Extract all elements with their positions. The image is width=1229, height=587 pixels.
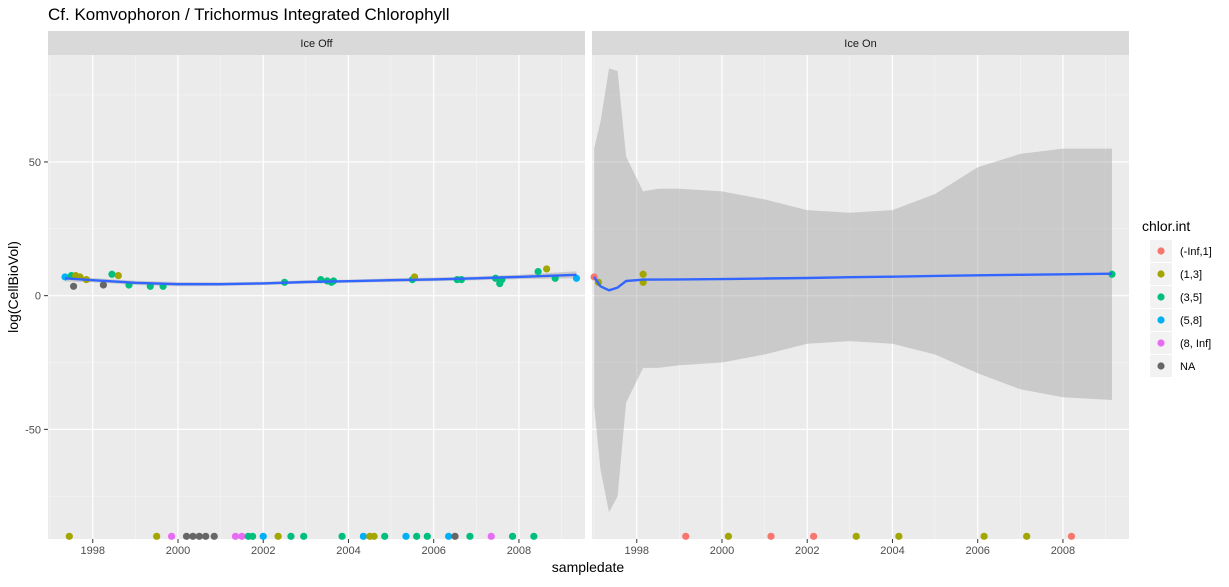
x-axis-title: sampledate — [552, 559, 625, 575]
y-tick-label: -50 — [25, 424, 41, 436]
data-point — [231, 532, 240, 540]
data-point — [381, 532, 389, 540]
data-point — [287, 532, 295, 540]
legend-symbol — [1157, 339, 1165, 347]
legend-title: chlor.int — [1142, 218, 1190, 234]
data-point — [413, 532, 421, 540]
data-point — [238, 532, 246, 540]
x-tick-label: 1998 — [81, 545, 105, 557]
chart-title: Cf. Komvophoron / Trichormus Integrated … — [48, 5, 450, 24]
data-point — [338, 532, 346, 540]
data-point — [370, 532, 378, 540]
data-point — [1023, 532, 1031, 540]
legend-label: (1,3] — [1180, 269, 1202, 281]
data-point — [189, 532, 197, 540]
data-point — [508, 532, 517, 540]
data-point — [767, 532, 775, 540]
data-point — [167, 532, 176, 540]
facet-strip — [592, 31, 1129, 55]
data-point — [572, 274, 581, 282]
facet-strip-label: Ice On — [844, 38, 876, 50]
data-point — [114, 272, 122, 280]
data-point — [359, 532, 367, 540]
legend-symbol — [1157, 362, 1165, 370]
x-tick-label: 1998 — [625, 545, 649, 557]
data-point — [108, 270, 116, 278]
y-tick-label: 50 — [29, 157, 41, 169]
data-point — [69, 282, 78, 290]
data-point — [259, 532, 267, 540]
data-point — [99, 281, 108, 289]
confidence-ribbon — [65, 271, 577, 287]
x-tick-label: 2004 — [880, 545, 904, 557]
y-axis-title: log(CellBioVol) — [5, 241, 21, 333]
data-point — [445, 532, 453, 540]
panel-background — [592, 55, 1129, 539]
legend-label: (3,5] — [1180, 292, 1202, 304]
data-point — [466, 532, 474, 540]
x-tick-label: 2004 — [336, 545, 360, 557]
legend-symbol — [1157, 247, 1165, 255]
x-tick-label: 2002 — [795, 545, 819, 557]
x-tick-label: 2008 — [507, 545, 531, 557]
x-tick-label: 2000 — [166, 545, 190, 557]
confidence-ribbon — [594, 68, 1112, 513]
data-point — [852, 532, 860, 540]
legend-label: (5,8] — [1180, 315, 1202, 327]
data-point — [65, 532, 73, 540]
data-point — [274, 532, 282, 540]
legend-label: (8, Inf] — [1180, 338, 1211, 350]
legend: chlor.int (-Inf,1] (1,3] (3,5] (5,8] (8, Inf… — [1142, 218, 1212, 377]
data-point — [248, 532, 257, 540]
data-point — [534, 267, 542, 276]
data-point — [402, 532, 410, 540]
facet-panel: Ice On 1998 2000 2002 2004 2006 2008 — [590, 31, 1129, 557]
legend-label: (-Inf,1] — [1180, 246, 1212, 258]
facet-strip — [48, 31, 585, 55]
legend-label: NA — [1180, 361, 1196, 373]
data-point — [202, 532, 210, 540]
data-point — [895, 532, 903, 540]
y-tick-label: 0 — [35, 291, 41, 303]
data-point — [182, 532, 191, 540]
x-tick-label: 2006 — [965, 545, 989, 557]
smooth-line — [593, 272, 1113, 292]
data-point — [487, 532, 495, 540]
data-point — [543, 265, 551, 273]
data-point — [682, 532, 690, 540]
panel-background — [48, 55, 585, 539]
smooth-line — [64, 273, 577, 286]
facet-strip-label: Ice Off — [300, 38, 333, 50]
facet-panel: Ice Off 1998 2000 2002 2004 2006 2008 — [48, 31, 585, 557]
x-tick-label: 2000 — [710, 545, 734, 557]
data-point — [1067, 532, 1076, 540]
legend-symbol — [1157, 293, 1165, 301]
data-point — [980, 532, 988, 540]
x-tick-label: 2008 — [1051, 545, 1075, 557]
legend-symbol — [1157, 316, 1165, 324]
x-tick-label: 2002 — [251, 545, 275, 557]
facet-panels: Ice Off 1998 2000 2002 2004 2006 2008 Ice On 199… — [48, 31, 1129, 557]
data-point — [639, 270, 647, 278]
data-point — [210, 532, 218, 540]
data-point — [530, 532, 538, 540]
data-point — [423, 532, 431, 540]
legend-symbol — [1157, 270, 1165, 278]
data-point — [451, 532, 459, 540]
data-point — [300, 532, 308, 540]
data-point — [153, 532, 161, 540]
data-point — [195, 532, 203, 540]
data-point — [810, 532, 818, 540]
x-tick-label: 2006 — [421, 545, 445, 557]
data-point — [724, 532, 732, 540]
